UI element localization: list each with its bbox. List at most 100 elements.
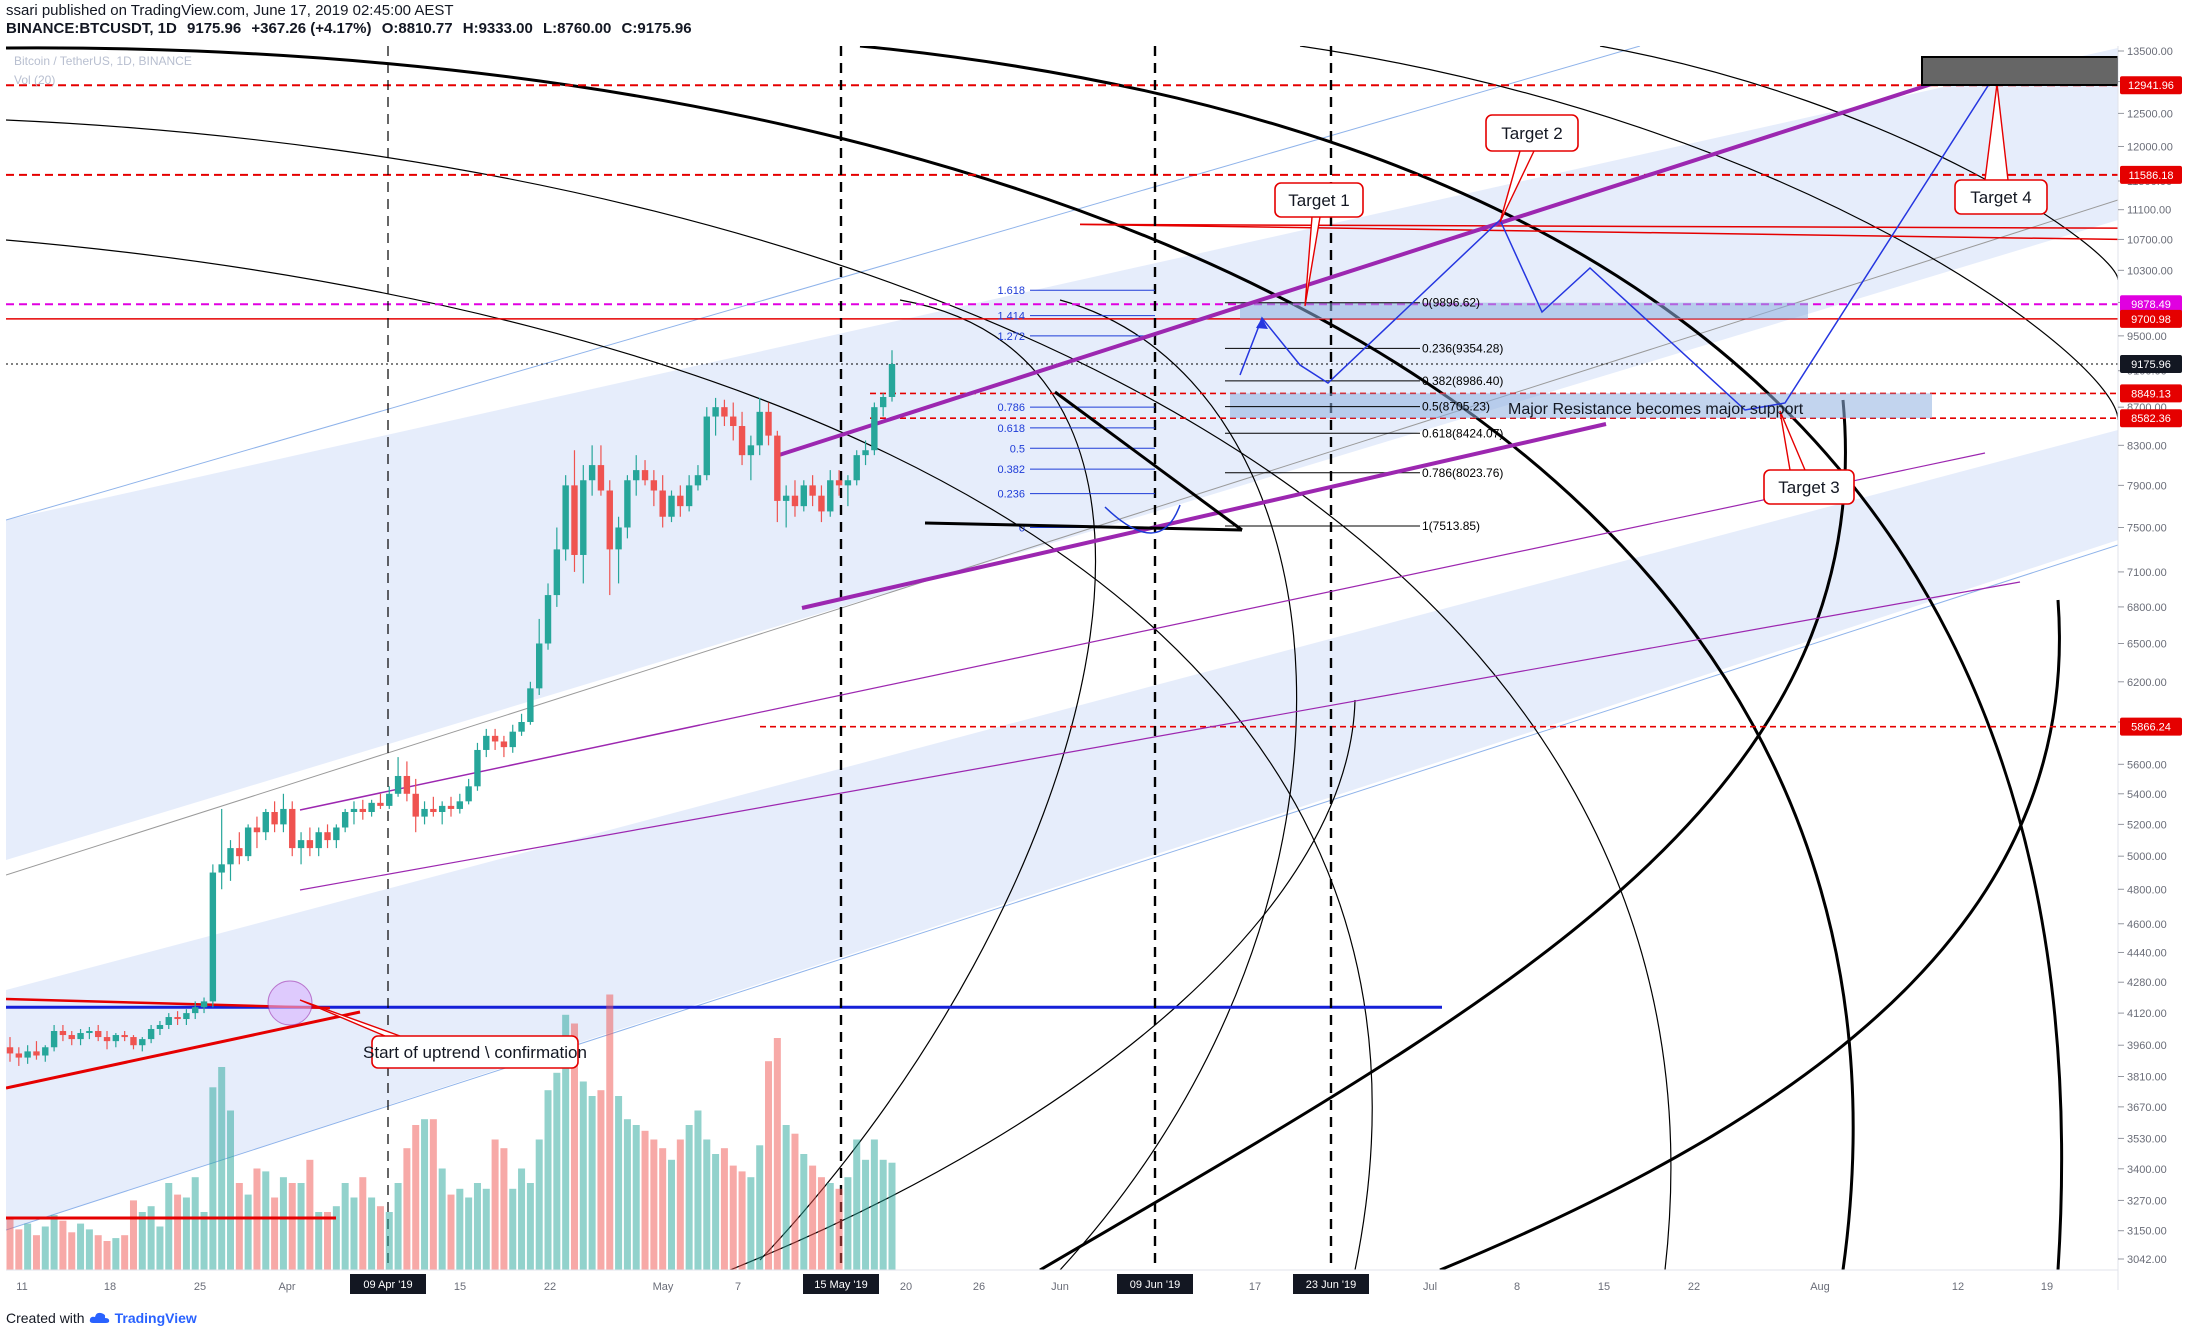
candle-body xyxy=(456,801,464,809)
candle-body xyxy=(147,1028,155,1040)
fib-arc-3 xyxy=(859,46,2064,1270)
candle-body xyxy=(333,827,340,841)
price-tick-label: 3960.00 xyxy=(2127,1040,2167,1052)
time-tick-label: 25 xyxy=(194,1281,206,1293)
fib-retracement-label: 0.5(8705.23) xyxy=(1422,400,1490,414)
volume-bar xyxy=(632,1125,640,1270)
candle-body xyxy=(121,1035,128,1038)
projected-path-arrow xyxy=(1256,318,1268,329)
rising-wedge-lower xyxy=(801,422,1607,610)
volume-bar xyxy=(518,1168,526,1270)
fib-arc-6 xyxy=(1039,399,1847,1270)
price-tick-label: 10700.00 xyxy=(2127,234,2173,246)
candle-body xyxy=(359,808,366,813)
regression-band-lower xyxy=(6,430,2118,1230)
price-label-box xyxy=(2120,717,2182,736)
volume-bar xyxy=(623,1119,631,1270)
price-tick-label: 5400.00 xyxy=(2127,789,2167,801)
time-tick-label: 18 xyxy=(104,1281,116,1293)
volume-bar xyxy=(456,1188,464,1270)
volume-bar xyxy=(156,1226,164,1270)
target4-callout-box xyxy=(1954,179,2048,215)
price-tick-label: 9500.00 xyxy=(2127,331,2167,343)
volume-bar xyxy=(297,1183,305,1270)
candle-body xyxy=(738,426,746,456)
fib-extension-label: 0 xyxy=(1019,522,1025,534)
candle-body xyxy=(765,411,772,436)
uptrend-callout-pointer xyxy=(299,999,401,1037)
volume-bar xyxy=(394,1183,402,1270)
volume-bar xyxy=(41,1226,49,1270)
candle-body xyxy=(394,775,402,794)
time-tick-label: 26 xyxy=(973,1281,985,1293)
time-tick-label: 15 xyxy=(1598,1281,1610,1293)
volume-bar xyxy=(385,1212,393,1270)
candle-body xyxy=(606,490,613,550)
candle-body xyxy=(324,832,331,841)
price-label-text: 9878.49 xyxy=(2131,299,2171,311)
volume-bar xyxy=(77,1223,85,1270)
volume-bar xyxy=(606,994,614,1270)
time-tick-label: 20 xyxy=(900,1281,912,1293)
volume-bar xyxy=(165,1183,173,1270)
fib-retracement-label: 0.618(8424.07) xyxy=(1422,426,1503,440)
candle-body xyxy=(491,735,499,742)
candle-body xyxy=(536,643,543,689)
candle-body xyxy=(553,549,561,596)
fib-arc-8 xyxy=(1439,599,2061,1270)
candle-body xyxy=(289,808,296,849)
candle-body xyxy=(694,475,702,486)
fib-retracement-label: 0.786(8023.76) xyxy=(1422,466,1503,480)
projected-path xyxy=(1239,66,2001,411)
price-label-box xyxy=(2120,76,2182,95)
volume-bar xyxy=(359,1177,367,1270)
time-tick-label: 7 xyxy=(735,1281,741,1293)
candle-body xyxy=(218,864,225,873)
fib-arc-2 xyxy=(6,46,1855,1270)
volume-bar xyxy=(553,1072,561,1270)
volume-bar xyxy=(288,1183,296,1270)
price-label-box xyxy=(2120,354,2182,373)
volume-bars xyxy=(6,994,896,1270)
price-axis[interactable]: 13500.0013000.0012500.0012000.0011500.00… xyxy=(2118,46,2182,1266)
fib-extension-label: 0.382 xyxy=(997,464,1025,476)
tradingview-link[interactable]: TradingView xyxy=(114,1310,197,1326)
price-tick-label: 3810.00 xyxy=(2127,1072,2167,1084)
volume-bar xyxy=(376,1206,384,1270)
april-channel-lower xyxy=(299,581,2021,891)
candle-body xyxy=(377,802,384,806)
candle-body xyxy=(209,872,217,1002)
volume-bar xyxy=(15,1229,23,1270)
target1-callout-pointer xyxy=(1304,216,1321,307)
volume-bar xyxy=(412,1125,420,1270)
candle-body xyxy=(703,416,710,476)
price-tick-label: 4280.00 xyxy=(2127,977,2167,989)
volume-bar xyxy=(324,1212,332,1270)
candle-body xyxy=(465,786,472,802)
annotations: Target 1 Target 2 Target 3 Target 4 Start of… xyxy=(299,56,2118,1069)
fib-extension-label: 0.786 xyxy=(997,402,1025,414)
target3-callout-label: Target 3 xyxy=(1778,478,1839,497)
time-axis[interactable]: 11 18 25 Apr 15 22 May 7 20 26 Jun 17 Jul 8 15 22 Aug 12 1… xyxy=(16,1274,2053,1294)
candle-body xyxy=(271,812,278,825)
candle-body xyxy=(835,480,843,486)
candle-body xyxy=(624,480,631,528)
volume-bar xyxy=(279,1177,287,1270)
volume-bar xyxy=(720,1148,728,1270)
candle-body xyxy=(174,1017,181,1020)
date-marker-box xyxy=(1293,1274,1369,1294)
cup-curve xyxy=(1104,504,1181,534)
candle-body xyxy=(403,775,411,794)
plot-area: 0(9896.62) 0.236(9354.28) 0.382(8986.40) 0.… xyxy=(6,46,2118,1270)
price-label-box xyxy=(2120,309,2182,328)
uptrend-callout-label: Start of uptrend \ confirmation xyxy=(363,1043,587,1062)
fib-extension-label: 0.618 xyxy=(997,423,1025,435)
regression-band-upper xyxy=(6,48,2118,860)
candle-body xyxy=(879,396,887,408)
volume-bar xyxy=(703,1139,711,1270)
time-tick-label: 17 xyxy=(1249,1281,1261,1293)
candle-body xyxy=(227,848,234,865)
regression-lower-line xyxy=(6,544,2118,1231)
volume-bar xyxy=(544,1090,552,1270)
